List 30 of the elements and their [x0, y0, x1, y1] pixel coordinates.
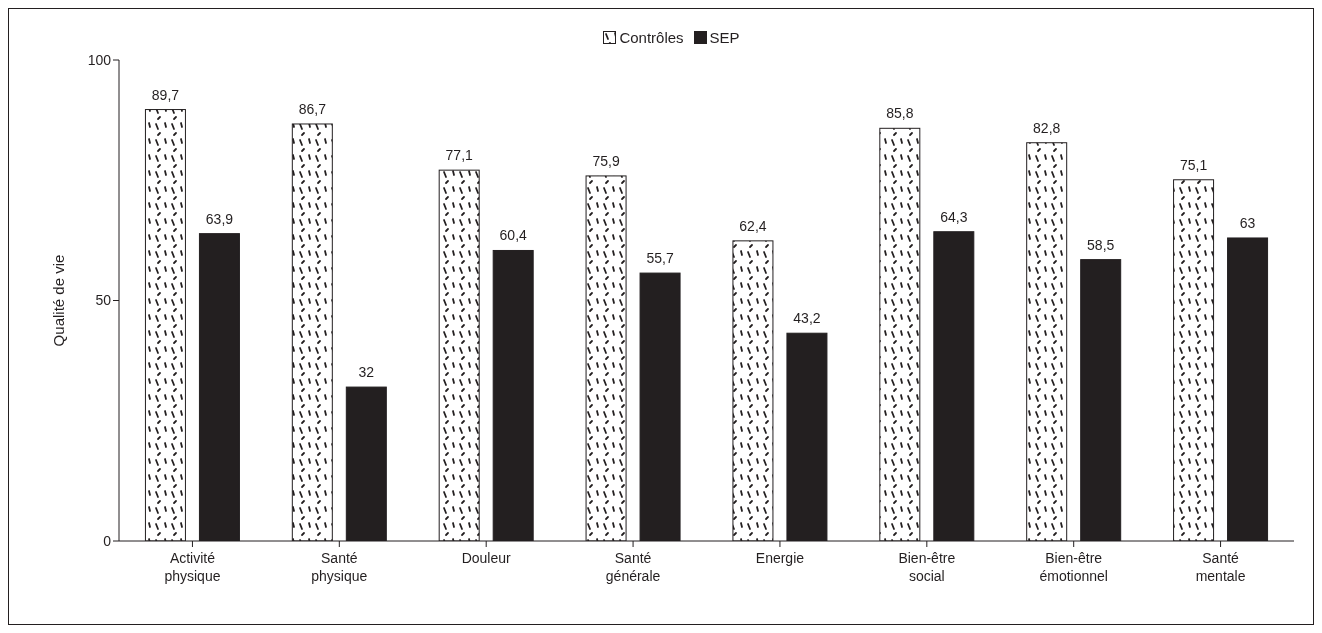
- x-tick-label: Santé mentale: [1195, 550, 1246, 584]
- x-tick-label: Santé générale: [605, 550, 661, 584]
- x-tick-label: Activité physique: [164, 550, 221, 584]
- data-label: 58,5: [1087, 236, 1115, 253]
- data-label: 77,1: [445, 147, 474, 164]
- legend-label: Contrôles: [618, 29, 684, 46]
- data-label: 60,4: [499, 227, 528, 244]
- y-tick-label: 100: [87, 51, 112, 68]
- x-tick-label: Energie: [755, 550, 805, 566]
- data-label: 63: [1239, 214, 1256, 231]
- data-label: 43,2: [793, 310, 821, 327]
- data-label: 85,8: [886, 105, 914, 122]
- data-label: 75,9: [592, 152, 620, 169]
- y-tick-label: 0: [103, 532, 112, 549]
- data-label: 55,7: [646, 250, 674, 267]
- data-label: 32: [358, 364, 375, 381]
- data-label: 75,1: [1179, 156, 1208, 173]
- data-label: 82,8: [1033, 119, 1061, 136]
- x-tick-label: Bien-être social: [898, 550, 956, 584]
- data-label: 86,7: [298, 100, 327, 117]
- data-label: 62,4: [739, 217, 767, 234]
- data-label: 63,9: [205, 210, 234, 227]
- data-label: 89,7: [151, 86, 180, 103]
- y-axis-title: Qualité de vie: [50, 254, 68, 347]
- x-tick-label: Bien-être émotionnel: [1039, 550, 1108, 584]
- x-tick-label: Douleur: [461, 550, 512, 566]
- data-label: 64,3: [940, 208, 968, 225]
- y-tick-label: 50: [95, 292, 112, 309]
- x-tick-label: Santé physique: [311, 550, 368, 584]
- legend-label: SEP: [708, 29, 740, 46]
